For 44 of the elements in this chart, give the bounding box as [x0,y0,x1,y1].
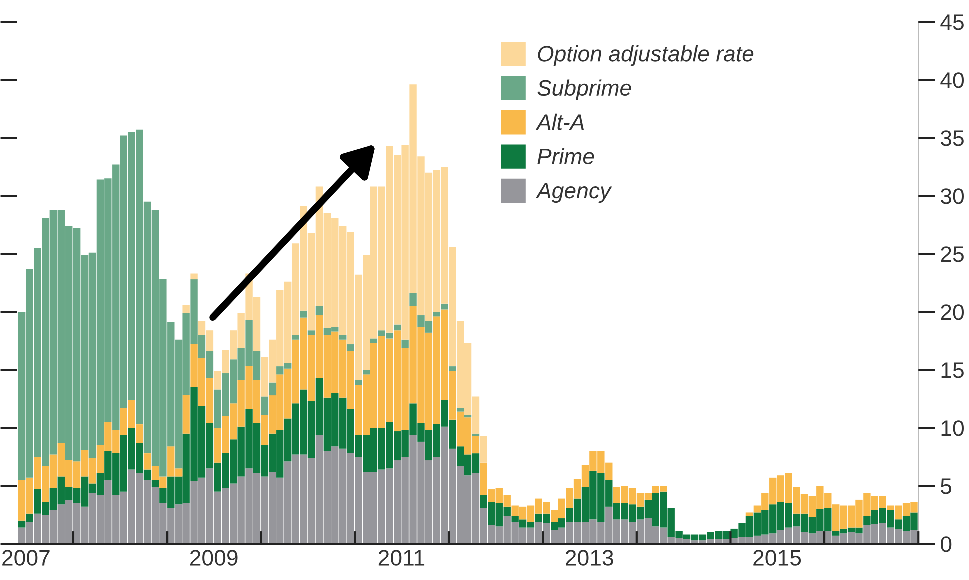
bar [355,380,362,386]
bar [370,338,378,344]
legend-label: Prime [538,148,594,164]
bar [292,335,300,340]
bar [300,310,308,318]
y-tick-label: 10 [942,420,964,436]
bar [152,480,160,488]
x-tick-label: 2007 [2,550,50,566]
x-tick-label: 2015 [754,550,802,566]
y-tick-label: 20 [941,304,964,320]
y-tick-label: 30 [940,188,964,204]
y-tick-label: 40 [940,72,964,88]
bar [269,382,277,396]
bar [347,344,354,352]
bar [316,306,324,316]
bar [190,274,198,280]
bar [182,396,190,434]
legend-label: Agency [536,183,612,204]
bar [402,340,409,348]
bar [410,293,417,306]
bar [456,408,464,412]
bar [182,305,190,314]
bar [394,324,402,331]
bar [308,330,316,336]
x-tick-label: 2013 [566,550,614,566]
bar [480,436,488,463]
y-tick-label: 5 [941,478,952,494]
bar [449,366,456,372]
legend-label: Alt-A [536,114,584,130]
x-tick-label: 2011 [378,550,425,566]
y-tick-label: 25 [941,246,964,262]
y-tick-label: 0 [941,536,952,552]
bar [340,335,347,340]
bar [746,512,754,516]
legend-label: Subprime [538,80,632,100]
bar [433,312,441,317]
y-tick-label: 35 [940,130,964,146]
y-tick-label: 15 [942,362,964,378]
bar [441,304,448,310]
x-tick-label: 2009 [190,550,238,566]
bar [363,370,370,375]
legend-label: Option adjustable rate [538,45,754,66]
y-tick-label: 45 [940,14,964,30]
bar [261,396,269,416]
